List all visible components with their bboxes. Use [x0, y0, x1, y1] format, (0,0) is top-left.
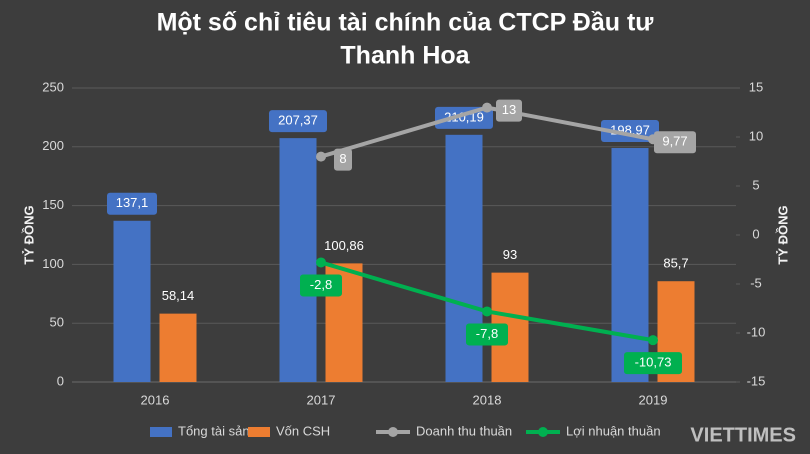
y2-tick-label: 0 — [752, 226, 759, 241]
watermark: VIETTIMES — [690, 424, 796, 446]
bar — [279, 138, 317, 382]
legend-label: Tổng tài sản — [178, 423, 250, 438]
data-label: 207,37 — [278, 113, 318, 128]
legend-swatch — [388, 427, 398, 437]
data-label: -10,73 — [635, 355, 672, 370]
y2-tick-label: 15 — [749, 79, 763, 94]
data-label: 93 — [503, 247, 517, 262]
y-tick-label: 100 — [42, 256, 64, 271]
data-label: 9,77 — [662, 134, 687, 149]
y2-tick-label: 5 — [752, 177, 759, 192]
y-tick-label: 250 — [42, 79, 64, 94]
data-label: 8 — [339, 151, 346, 166]
point — [482, 306, 492, 317]
label-box — [624, 352, 682, 375]
legend-label: Lợi nhuận thuần — [566, 423, 661, 438]
y2-tick-label: 10 — [749, 128, 763, 143]
y-tick-label: 0 — [57, 373, 64, 388]
data-label: 13 — [502, 102, 516, 117]
point — [648, 335, 658, 346]
legend-label: Doanh thu thuần — [416, 423, 512, 438]
legend-label: Vốn CSH — [276, 423, 330, 438]
point — [316, 151, 326, 162]
label-box — [107, 192, 157, 215]
point — [482, 102, 492, 113]
data-label: 58,14 — [162, 288, 195, 303]
y-tick-label: 50 — [50, 315, 64, 330]
y2-tick-label: -15 — [747, 373, 766, 388]
y-axis-title: TỶ ĐỒNG — [21, 205, 36, 264]
data-label: 100,86 — [324, 238, 364, 253]
x-tick-label: 2016 — [141, 392, 170, 407]
label-box — [269, 110, 327, 133]
legend-swatch — [150, 427, 172, 437]
legend-swatch — [538, 427, 548, 437]
label-box — [654, 131, 696, 154]
bar — [113, 220, 151, 382]
y-tick-label: 150 — [42, 197, 64, 212]
label-box — [496, 99, 522, 122]
chart-title: Một số chỉ tiêu tài chính của CTCP Đầu t… — [157, 9, 655, 37]
label-box — [334, 148, 352, 171]
x-tick-label: 2017 — [307, 392, 336, 407]
x-tick-label: 2018 — [473, 392, 502, 407]
legend-swatch — [248, 427, 270, 437]
point — [316, 257, 326, 268]
bar — [611, 148, 649, 382]
data-label: 137,1 — [116, 195, 149, 210]
y2-axis-title: TỶ ĐỒNG — [775, 205, 790, 264]
bar — [159, 313, 197, 382]
label-box — [300, 274, 342, 297]
y2-tick-label: -5 — [750, 275, 762, 290]
label-box — [466, 323, 508, 346]
chart-title: Thanh Hoa — [340, 42, 470, 70]
y2-tick-label: -10 — [747, 324, 766, 339]
data-label: -7,8 — [476, 326, 498, 341]
y-tick-label: 200 — [42, 138, 64, 153]
data-label: -2,8 — [310, 277, 332, 292]
data-label: 85,7 — [663, 256, 688, 271]
x-tick-label: 2019 — [639, 392, 668, 407]
label-box — [435, 106, 493, 129]
